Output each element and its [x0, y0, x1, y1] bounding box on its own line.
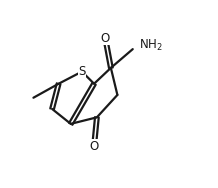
Text: O: O: [89, 140, 99, 153]
Text: O: O: [101, 32, 110, 45]
Text: NH$_2$: NH$_2$: [139, 38, 163, 53]
Text: S: S: [78, 65, 86, 78]
